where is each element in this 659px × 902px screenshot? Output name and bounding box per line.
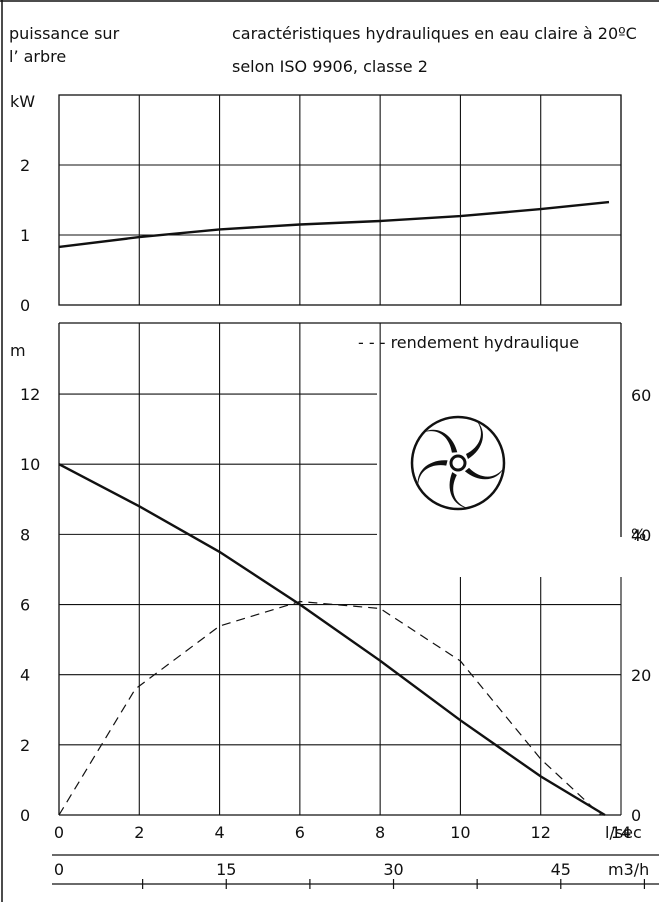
header-right-line2: selon ISO 9906, classe 2	[232, 57, 428, 76]
head-curve	[58, 463, 606, 817]
lps-tick-label: 4	[214, 823, 224, 842]
x-axis-lps: 0 2 4 6 8 10 12 14 l/sec	[54, 823, 642, 842]
head-ytick-label: 2	[20, 736, 30, 755]
head-chart: m % 0 2 4 6 8 10 12 0 20 40 60 - - - rendement hy…	[10, 322, 651, 825]
efficiency-ytick-label: 0	[631, 806, 641, 825]
power-ytick-labels: 0 1 2	[20, 156, 30, 315]
efficiency-ytick-label: 60	[631, 386, 651, 405]
efficiency-ylabel: %	[631, 525, 646, 544]
m3h-unit: m3/h	[608, 860, 649, 879]
power-ylabel: kW	[10, 92, 35, 111]
power-series	[58, 200, 610, 249]
header-right-line1: caractéristiques hydrauliques en eau cla…	[232, 24, 637, 43]
head-series	[58, 463, 606, 817]
lps-tick-label: 2	[134, 823, 144, 842]
m3h-tick-label: 0	[54, 860, 64, 879]
efficiency-curve	[58, 600, 602, 816]
power-chart: kW 0 1 2	[10, 92, 622, 315]
head-ylabel: m	[10, 341, 26, 360]
lps-unit: l/sec	[605, 823, 642, 842]
power-ytick-label: 0	[20, 296, 30, 315]
lps-tick-label: 14	[611, 823, 631, 842]
efficiency-legend: - - - rendement hydraulique	[358, 333, 579, 352]
efficiency-ytick-label: 40	[631, 526, 651, 545]
m3h-tick-label: 15	[216, 860, 236, 879]
header-left-line1: puissance sur	[9, 24, 120, 43]
head-ytick-label: 6	[20, 596, 30, 615]
x-axis-m3h: 0 15 30 45 m3/h	[52, 854, 659, 889]
efficiency-ytick-labels: 0 20 40 60	[631, 386, 651, 825]
head-ytick-label: 0	[20, 806, 30, 825]
lps-tick-label: 12	[531, 823, 551, 842]
head-ytick-label: 4	[20, 666, 30, 685]
m3h-tick-labels: 0 15 30 45	[54, 860, 646, 889]
header-left-line2: l’ arbre	[9, 47, 66, 66]
power-grid	[59, 95, 622, 305]
m3h-tick-label: 30	[383, 860, 403, 879]
power-ytick-label: 1	[20, 226, 30, 245]
head-ytick-labels: 0 2 4 6 8 10 12	[20, 385, 40, 825]
lps-tick-label: 6	[295, 823, 305, 842]
head-ytick-label: 12	[20, 385, 40, 404]
lps-tick-label: 8	[375, 823, 385, 842]
power-ytick-label: 2	[20, 156, 30, 175]
head-ytick-label: 8	[20, 525, 30, 544]
efficiency-ytick-label: 20	[631, 666, 651, 685]
lps-tick-label: 0	[54, 823, 64, 842]
head-grid	[59, 323, 622, 815]
head-ytick-label: 10	[20, 455, 40, 474]
power-curve	[58, 200, 610, 249]
power-plot-frame	[58, 94, 622, 306]
m3h-tick-label: 45	[551, 860, 571, 879]
lps-tick-labels: 0 2 4 6 8 10 12 14	[54, 823, 631, 842]
impeller-icon	[410, 415, 506, 511]
lps-tick-label: 10	[450, 823, 470, 842]
